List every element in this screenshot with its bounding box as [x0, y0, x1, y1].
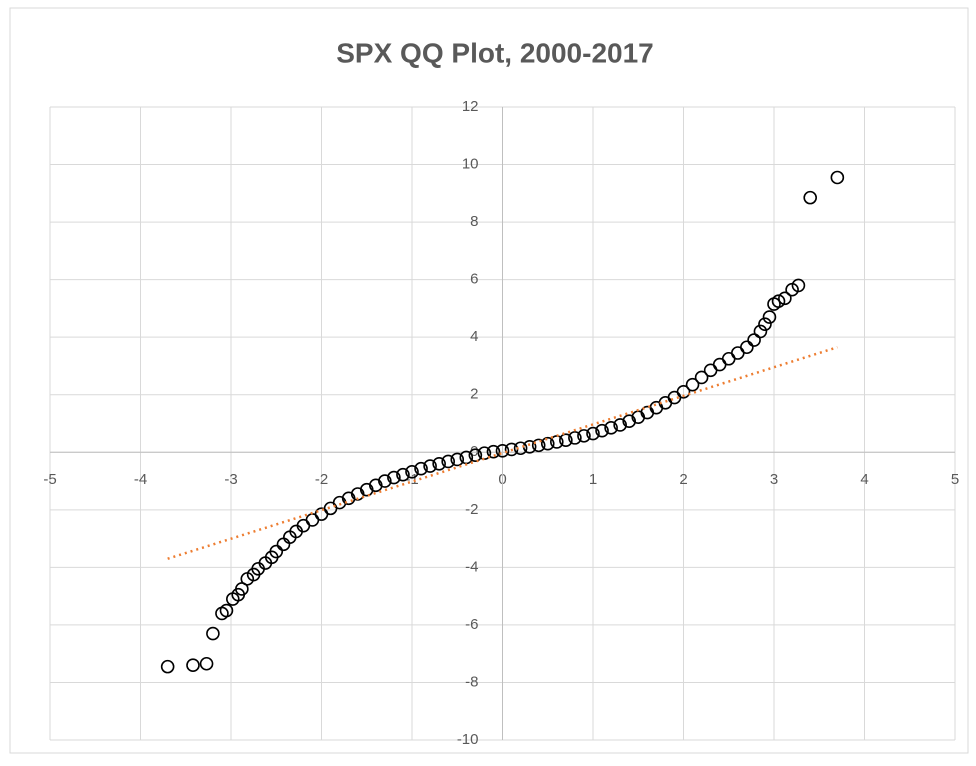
x-tick-label: 1 [589, 471, 597, 488]
data-point [740, 340, 754, 355]
y-tick-label: 8 [470, 213, 478, 230]
data-point [758, 317, 772, 332]
y-tick-label: -2 [465, 501, 478, 518]
data-point [423, 459, 437, 473]
data-point [685, 377, 700, 392]
data-point [199, 656, 214, 671]
y-tick-label: -4 [465, 558, 478, 575]
data-point [160, 659, 175, 674]
data-point [206, 626, 220, 641]
data-point [186, 658, 200, 672]
y-tick-label: 0 [470, 443, 478, 460]
y-tick-label: -6 [465, 616, 478, 633]
y-tick-label: -8 [465, 673, 478, 690]
data-point [432, 456, 446, 471]
data-point [747, 333, 761, 347]
data-point [405, 465, 419, 479]
data-point [396, 467, 410, 482]
data-point [830, 170, 845, 185]
data-point [694, 370, 709, 385]
data-point [219, 603, 234, 618]
data-point [531, 438, 546, 453]
data-point [513, 441, 528, 456]
data-point [595, 423, 609, 438]
data-point [622, 414, 637, 428]
y-tick-label: 6 [470, 271, 478, 288]
x-tick-label: -2 [315, 471, 328, 488]
data-point [613, 418, 627, 432]
data-point [540, 436, 555, 451]
data-point [753, 324, 768, 339]
data-point [486, 444, 501, 459]
data-point [477, 446, 492, 460]
y-tick-label: 2 [470, 386, 478, 403]
data-point [441, 454, 456, 469]
chart-title: SPX QQ Plot, 2000-2017 [336, 37, 654, 68]
data-point [450, 452, 465, 467]
x-tick-label: 4 [860, 471, 868, 488]
x-tick-label: -5 [43, 471, 56, 488]
data-point [468, 448, 483, 462]
data-point [559, 433, 573, 447]
x-tick-label: -4 [134, 471, 147, 488]
data-point [568, 431, 582, 445]
data-point [791, 278, 806, 293]
x-tick-label: 2 [679, 471, 687, 488]
data-point [604, 421, 618, 435]
x-tick-label: 3 [770, 471, 778, 488]
data-point [414, 461, 428, 476]
y-tick-label: -10 [457, 731, 479, 748]
data-point [495, 444, 510, 458]
data-point [676, 385, 691, 399]
chart-border [9, 7, 969, 754]
y-tick-label: 4 [470, 328, 478, 345]
data-point [778, 291, 792, 306]
x-tick-label: -3 [224, 471, 237, 488]
data-point [378, 474, 392, 488]
data-point [762, 310, 777, 324]
data-point [586, 426, 600, 441]
data-point [577, 429, 591, 443]
data-point [387, 470, 401, 485]
data-point [803, 190, 818, 205]
data-point [269, 544, 284, 559]
data-point [771, 294, 786, 309]
x-tick-label: 5 [951, 471, 959, 488]
y-tick-label: 10 [462, 156, 479, 173]
y-tick-label: 12 [462, 98, 479, 115]
